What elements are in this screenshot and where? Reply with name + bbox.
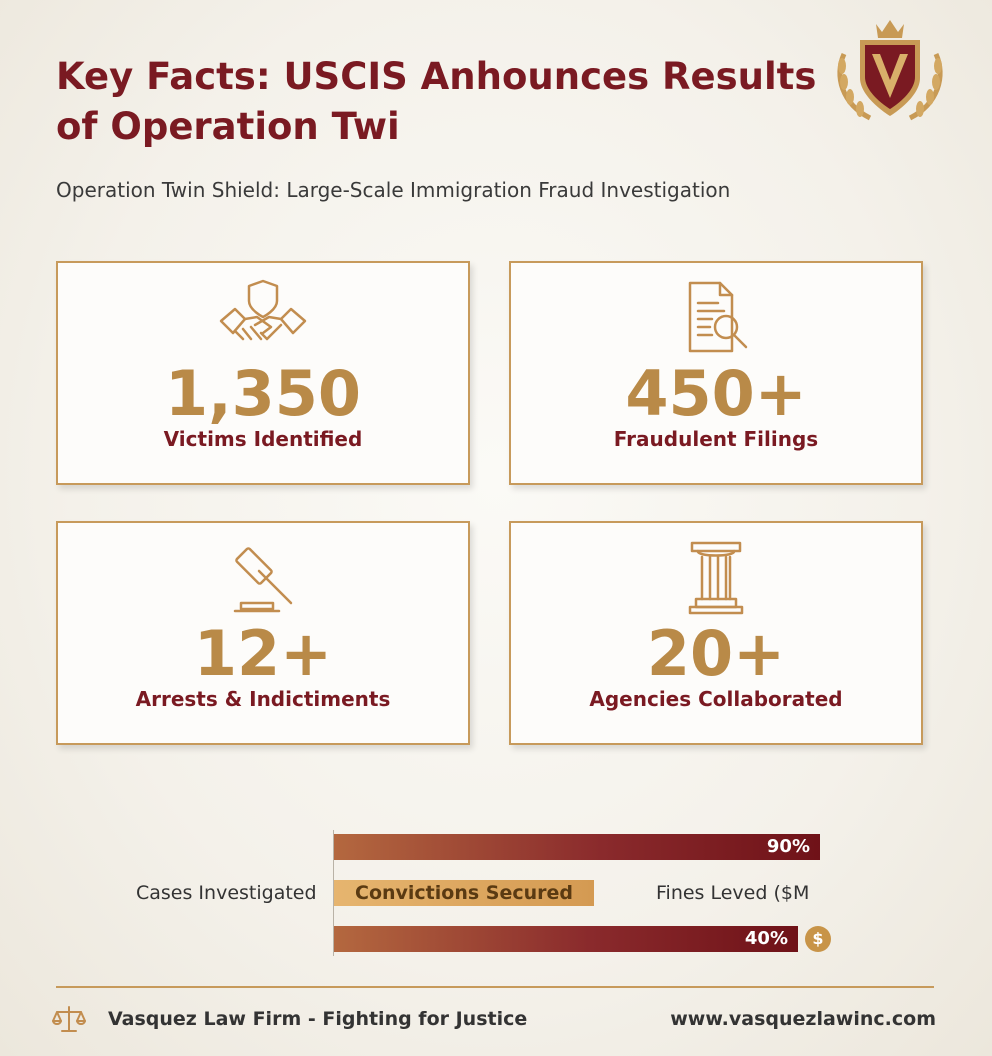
- law-firm-crest-icon: [837, 20, 943, 121]
- scales-of-justice-icon: [52, 1006, 86, 1032]
- bar-top: 90%: [334, 834, 820, 860]
- category-label-left: Cases Investigated: [136, 882, 317, 904]
- chart-axis: [333, 830, 334, 956]
- stat-value: 1,350: [164, 357, 362, 430]
- stat-label: Fraudulent Filings: [613, 427, 819, 451]
- stat-value: 20+: [646, 617, 786, 690]
- handshake-shield-icon: [219, 279, 307, 341]
- stat-card-agencies: 20+ Agencies Collaborated: [509, 521, 923, 745]
- stat-card-victims: 1,350 Victims Identified: [56, 261, 470, 485]
- page-title: Key Facts: USCIS Anhounces Results of Op…: [56, 55, 817, 148]
- results-bar-chart: 90% Cases Investigated Convictions Secur…: [0, 820, 992, 960]
- stat-value: 12+: [193, 617, 333, 690]
- bar-value-label: 90%: [766, 836, 810, 857]
- bar-value-label: 40%: [744, 928, 788, 949]
- footer-divider: [56, 986, 934, 988]
- stat-value: 450+: [625, 357, 807, 430]
- bar-middle: Convictions Secured: [334, 880, 594, 906]
- category-label-right: Fines Leved ($M: [656, 882, 810, 904]
- gavel-icon: [233, 547, 293, 613]
- bar-bottom: 40%: [334, 926, 798, 952]
- document-search-icon: [688, 281, 748, 353]
- bar-inner-label: Convictions Secured: [355, 882, 573, 904]
- stat-card-filings: 450+ Fraudulent Filings: [509, 261, 923, 485]
- footer-website-link[interactable]: www.vasquezlawinc.com: [670, 1008, 936, 1030]
- stat-label: Agencies Collaborated: [589, 687, 843, 711]
- stat-card-arrests: 12+ Arrests & Indictiments: [56, 521, 470, 745]
- stat-label: Victims Identified: [163, 427, 363, 451]
- pillar-icon: [688, 541, 744, 615]
- stat-label: Arrests & Indictiments: [135, 687, 391, 711]
- page-subtitle: Operation Twin Shield: Large-Scale Immig…: [56, 178, 731, 202]
- dollar-coin-icon: $: [805, 926, 831, 952]
- footer-firm-name: Vasquez Law Firm - Fighting for Justice: [108, 1008, 528, 1030]
